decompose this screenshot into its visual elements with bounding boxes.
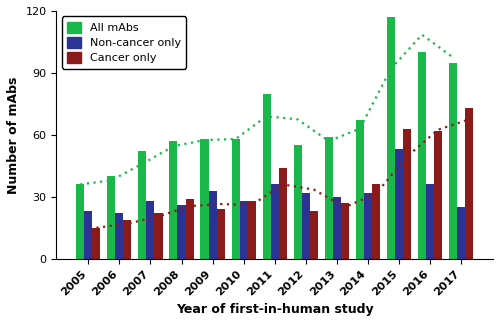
Legend: All mAbs, Non-cancer only, Cancer only: All mAbs, Non-cancer only, Cancer only bbox=[62, 16, 186, 68]
Bar bbox=[248, 201, 256, 259]
Bar bbox=[232, 139, 239, 259]
Bar bbox=[124, 220, 132, 259]
Bar bbox=[84, 211, 92, 259]
Bar bbox=[76, 184, 84, 259]
Bar bbox=[294, 145, 302, 259]
Bar bbox=[154, 214, 162, 259]
X-axis label: Year of first-in-human study: Year of first-in-human study bbox=[176, 303, 374, 316]
Bar bbox=[108, 176, 116, 259]
Bar bbox=[387, 17, 395, 259]
Bar bbox=[262, 94, 270, 259]
Bar bbox=[170, 141, 177, 259]
Bar bbox=[418, 52, 426, 259]
Bar bbox=[449, 63, 457, 259]
Bar bbox=[395, 149, 403, 259]
Bar bbox=[146, 201, 154, 259]
Bar bbox=[434, 131, 442, 259]
Bar bbox=[92, 228, 100, 259]
Bar bbox=[333, 197, 341, 259]
Bar bbox=[465, 108, 473, 259]
Bar bbox=[341, 203, 349, 259]
Bar bbox=[278, 168, 287, 259]
Bar bbox=[426, 184, 434, 259]
Bar bbox=[302, 193, 310, 259]
Bar bbox=[356, 120, 364, 259]
Bar bbox=[403, 129, 411, 259]
Bar bbox=[178, 205, 186, 259]
Bar bbox=[216, 209, 224, 259]
Bar bbox=[240, 201, 248, 259]
Bar bbox=[116, 214, 124, 259]
Bar bbox=[186, 199, 194, 259]
Bar bbox=[364, 193, 372, 259]
Bar bbox=[324, 137, 333, 259]
Bar bbox=[208, 191, 216, 259]
Bar bbox=[457, 207, 465, 259]
Bar bbox=[200, 139, 208, 259]
Bar bbox=[372, 184, 380, 259]
Y-axis label: Number of mAbs: Number of mAbs bbox=[7, 76, 20, 193]
Bar bbox=[310, 211, 318, 259]
Bar bbox=[270, 184, 278, 259]
Bar bbox=[138, 151, 146, 259]
